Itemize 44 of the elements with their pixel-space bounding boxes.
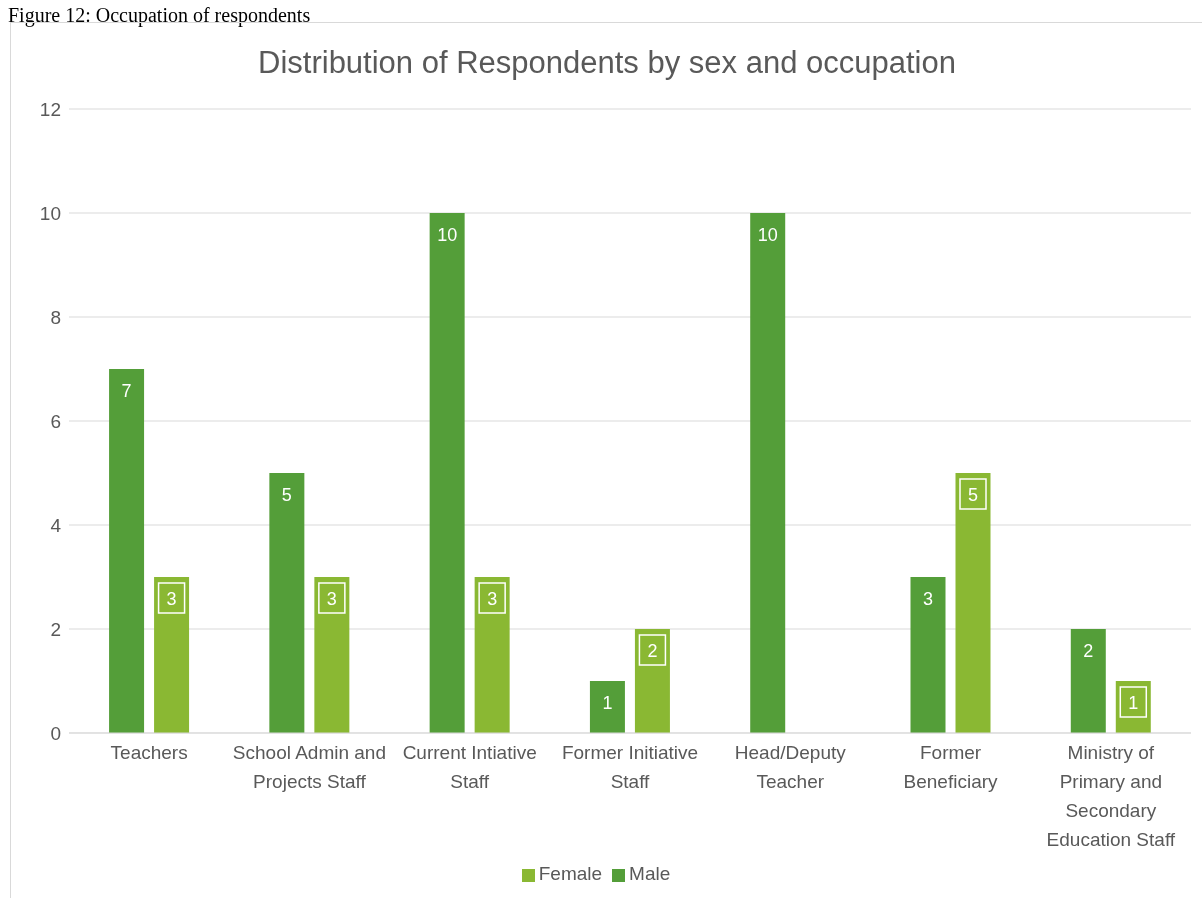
- data-label: 10: [437, 225, 458, 245]
- x-tick-label: Current Intiative Staff: [402, 742, 537, 792]
- y-tick-label: 4: [50, 514, 62, 536]
- bar: [750, 213, 786, 733]
- data-label: 3: [166, 589, 177, 609]
- bar: [1070, 629, 1106, 733]
- data-label: 1: [1128, 693, 1139, 713]
- data-label: 5: [281, 485, 292, 505]
- y-tick-label: 2: [50, 618, 61, 640]
- bar: [154, 577, 190, 733]
- data-label: 2: [647, 641, 658, 661]
- x-tick-label: School Admin and Projects Staff: [232, 742, 387, 792]
- legend-label: Male: [629, 863, 671, 884]
- x-tick-label: Ministry of Primary and Secondary Education Staff: [1046, 742, 1176, 850]
- y-tick-label: 0: [50, 722, 61, 744]
- y-tick-label: 8: [50, 306, 61, 328]
- data-label: 3: [922, 589, 934, 609]
- chart-title: Distribution of Respondents by sex and occupation: [257, 45, 957, 82]
- bar: [589, 681, 625, 733]
- data-label: 3: [326, 589, 337, 609]
- bar: [429, 213, 465, 733]
- data-label: 3: [487, 589, 498, 609]
- data-label: 5: [967, 485, 979, 505]
- x-tick-label: Former Beneficiary: [903, 742, 999, 792]
- bar: [955, 473, 991, 733]
- bar: [269, 473, 305, 733]
- data-label: 1: [602, 693, 613, 713]
- data-label: 7: [121, 381, 132, 401]
- bar: [474, 577, 510, 733]
- x-tick-label: Teachers: [110, 742, 188, 763]
- bar: [314, 577, 350, 733]
- bar: [1115, 681, 1151, 733]
- bar: [109, 369, 145, 733]
- x-tick-label: Head/Deputy Teacher: [734, 742, 847, 792]
- x-tick-label: Former Initiative Staff: [561, 742, 699, 792]
- bar: [634, 629, 670, 733]
- legend-label: Female: [538, 863, 603, 884]
- caption: Figure 12: Occupation of respondents: [8, 4, 311, 27]
- y-tick-label: 10: [39, 202, 61, 224]
- data-label: 2: [1083, 641, 1094, 661]
- y-tick-label: 6: [50, 410, 61, 432]
- y-tick-label: 12: [39, 98, 61, 120]
- data-label: 10: [757, 225, 778, 245]
- bar: [910, 577, 946, 733]
